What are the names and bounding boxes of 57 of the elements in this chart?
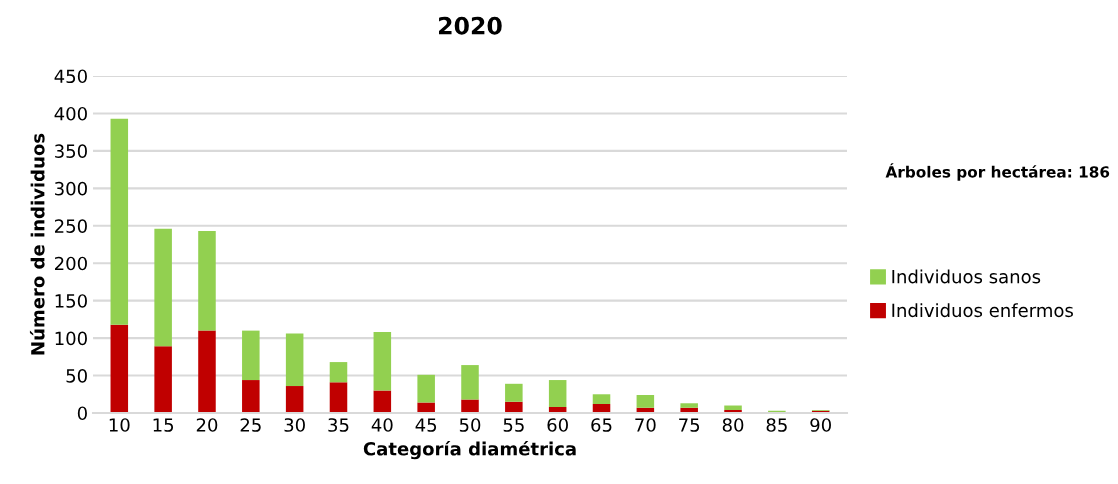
bar bbox=[110, 324, 129, 413]
x-tick-label: 85 bbox=[766, 418, 787, 432]
x-tick-label: 55 bbox=[503, 418, 524, 432]
x-tick-label: 50 bbox=[459, 418, 481, 432]
bar bbox=[242, 330, 260, 381]
bar bbox=[505, 383, 523, 402]
y-tick-label: 300 bbox=[55, 181, 87, 196]
bar bbox=[285, 386, 304, 413]
x-tick-label: 75 bbox=[679, 418, 700, 432]
x-tick-label: 65 bbox=[591, 418, 612, 432]
x-tick-label: 15 bbox=[153, 418, 174, 432]
x-axis-title: Categoría diamétrica bbox=[363, 440, 576, 460]
bar bbox=[154, 346, 172, 413]
bar bbox=[329, 382, 348, 413]
legend-label: Individuos enfermos bbox=[892, 303, 1073, 318]
x-tick-label: 80 bbox=[722, 418, 744, 432]
bar bbox=[373, 390, 392, 413]
bar bbox=[592, 394, 611, 405]
x-tick-label: 35 bbox=[328, 418, 349, 432]
y-tick-label: 100 bbox=[55, 331, 87, 346]
x-tick-label: 10 bbox=[109, 418, 130, 432]
x-tick-label: 20 bbox=[196, 418, 218, 432]
bar bbox=[461, 365, 479, 400]
text: Árboles por hectárea: 186 bbox=[885, 163, 1110, 181]
y-tick-label: 0 bbox=[77, 406, 87, 421]
bar bbox=[198, 330, 216, 413]
x-tick-label: 45 bbox=[415, 418, 437, 432]
y-tick-label: 400 bbox=[54, 106, 87, 121]
x-tick-label: 40 bbox=[371, 418, 393, 432]
bar bbox=[198, 231, 216, 331]
bar bbox=[417, 374, 435, 403]
bar bbox=[373, 332, 392, 391]
y-tick-label: 450 bbox=[54, 69, 87, 84]
bar bbox=[680, 403, 698, 408]
y-tick-label: 250 bbox=[55, 219, 87, 233]
y-tick-label: 150 bbox=[55, 294, 87, 308]
bar bbox=[242, 380, 260, 413]
x-tick-label: 25 bbox=[240, 418, 261, 432]
chart-title: 2020 bbox=[439, 16, 502, 35]
bar bbox=[154, 228, 172, 347]
legend-label: Individuos sanos bbox=[892, 269, 1041, 284]
x-tick-label: 70 bbox=[635, 418, 656, 432]
bar bbox=[110, 118, 129, 325]
bar bbox=[505, 401, 523, 413]
y-tick-label: 200 bbox=[55, 256, 87, 271]
x-tick-label: 90 bbox=[810, 418, 831, 432]
bar bbox=[724, 405, 742, 410]
y-tick-label: 50 bbox=[66, 369, 87, 383]
x-tick-label: 30 bbox=[284, 418, 305, 432]
bar bbox=[548, 380, 567, 408]
bar bbox=[636, 395, 655, 408]
bar bbox=[285, 333, 304, 387]
bar bbox=[329, 362, 348, 383]
y-axis-title: Número de individuos bbox=[29, 133, 45, 355]
bar bbox=[461, 399, 479, 413]
x-tick-label: 60 bbox=[547, 418, 568, 432]
y-tick-label: 350 bbox=[55, 144, 87, 159]
